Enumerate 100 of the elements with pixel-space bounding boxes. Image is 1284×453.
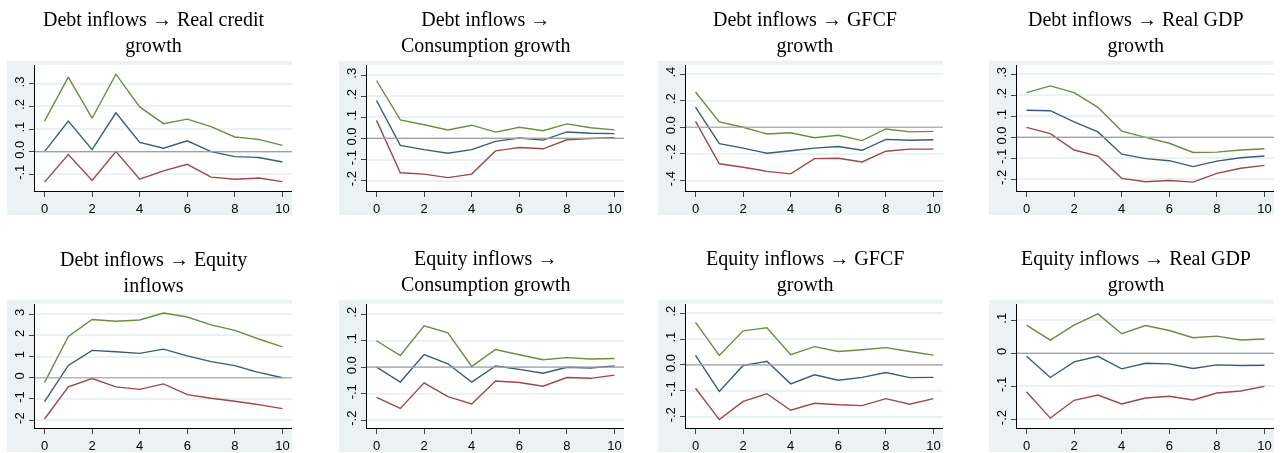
line-series bbox=[375, 353, 616, 383]
line-series bbox=[1025, 109, 1266, 168]
line-series bbox=[1025, 313, 1266, 341]
y-tick-label: .3 bbox=[993, 67, 1009, 78]
y-tick-label: -.2 bbox=[662, 407, 678, 423]
x-tick-label: 10 bbox=[275, 437, 290, 453]
x-tick-label: 8 bbox=[563, 200, 571, 216]
x-tick-label: 4 bbox=[136, 437, 144, 453]
y-tick-label: 0.0 bbox=[11, 140, 27, 159]
y-tick-label: .1 bbox=[993, 312, 1009, 324]
x-tick-label: 6 bbox=[1165, 200, 1173, 216]
y-tick-label: 0 bbox=[993, 347, 1009, 355]
x-tick-label: 6 bbox=[834, 200, 842, 216]
x-tick-label: 2 bbox=[1070, 437, 1078, 453]
x-tick-label: 6 bbox=[1165, 437, 1173, 453]
y-tick-label: .1 bbox=[662, 331, 678, 343]
y-tick-label: -.2 bbox=[662, 144, 678, 160]
y-tick-label: .2 bbox=[343, 306, 359, 318]
y-tick-label: -.1 bbox=[662, 381, 678, 397]
y-tick-label: -.1 bbox=[993, 148, 1009, 165]
y-tick-label: 1 bbox=[11, 351, 27, 359]
x-tick-label: 4 bbox=[787, 437, 795, 453]
x-tick-label: 2 bbox=[420, 437, 428, 453]
line-series bbox=[694, 106, 935, 154]
x-tick-label: 4 bbox=[468, 437, 476, 453]
x-tick-label: 8 bbox=[882, 437, 890, 453]
chart-title: Debt inflows → Real GDP growth bbox=[1028, 8, 1244, 57]
x-tick-label: 8 bbox=[1213, 200, 1221, 216]
line-series bbox=[375, 119, 616, 179]
x-tick-label: 4 bbox=[136, 200, 144, 216]
line-series bbox=[375, 99, 616, 154]
x-tick-label: 0 bbox=[691, 437, 700, 453]
y-tick-label: .1 bbox=[343, 110, 359, 121]
x-tick-label: 2 bbox=[1070, 200, 1078, 216]
x-tick-label: 8 bbox=[231, 437, 239, 453]
line-series bbox=[694, 387, 935, 421]
x-tick-label: 10 bbox=[607, 437, 622, 453]
x-tick-label: 10 bbox=[926, 437, 941, 453]
x-tick-label: 4 bbox=[787, 200, 795, 216]
y-tick-label: -.1 bbox=[11, 164, 27, 180]
y-tick-label: .2 bbox=[993, 88, 1009, 99]
chart-title: Equity inflows → Consumption growth bbox=[401, 247, 571, 296]
x-tick-label: 10 bbox=[607, 200, 622, 216]
y-tick-label: .4 bbox=[662, 66, 678, 78]
y-tick-label: .3 bbox=[11, 76, 27, 88]
y-tick-label: -.4 bbox=[662, 170, 678, 187]
y-tick-label: -.2 bbox=[343, 171, 359, 187]
y-tick-label: 0.0 bbox=[343, 127, 359, 146]
y-tick-label: -1 bbox=[11, 391, 27, 403]
y-tick-label: 2 bbox=[11, 329, 27, 338]
line-series bbox=[375, 374, 616, 410]
y-tick-label: -.2 bbox=[993, 169, 1009, 186]
y-tick-label: .3 bbox=[343, 67, 359, 79]
y-tick-label: .1 bbox=[993, 109, 1009, 120]
y-tick-label: .1 bbox=[343, 333, 359, 345]
x-tick-label: 0 bbox=[40, 437, 49, 453]
y-tick-label: .2 bbox=[662, 305, 678, 317]
y-tick-label: .1 bbox=[11, 121, 27, 133]
x-tick-label: 0 bbox=[1022, 200, 1031, 216]
x-tick-label: 6 bbox=[183, 437, 191, 453]
line-series bbox=[43, 377, 284, 420]
x-tick-label: 0 bbox=[40, 200, 49, 216]
chart-title: Debt inflows → Real credit growth bbox=[43, 8, 265, 57]
x-tick-label: 2 bbox=[420, 200, 428, 216]
x-tick-label: 4 bbox=[1118, 437, 1126, 453]
x-tick-label: 10 bbox=[275, 200, 290, 216]
line-series bbox=[694, 120, 935, 175]
line-series bbox=[1025, 385, 1266, 419]
y-tick-label: -.1 bbox=[343, 384, 359, 400]
x-tick-label: 4 bbox=[468, 200, 476, 216]
x-tick-label: 8 bbox=[882, 200, 890, 216]
x-tick-label: 6 bbox=[515, 200, 523, 216]
y-tick-label: 0.0 bbox=[662, 116, 678, 135]
x-tick-label: 6 bbox=[834, 437, 842, 453]
y-tick-label: -.1 bbox=[343, 150, 359, 166]
line-series bbox=[1025, 85, 1266, 154]
x-tick-label: 6 bbox=[183, 200, 191, 216]
x-tick-label: 2 bbox=[88, 200, 96, 216]
line-series bbox=[1025, 126, 1266, 183]
chart-title: Debt inflows → GFCF growth bbox=[713, 8, 897, 57]
line-series bbox=[375, 325, 616, 368]
line-series bbox=[43, 73, 284, 147]
x-tick-label: 2 bbox=[739, 200, 747, 216]
y-tick-label: .2 bbox=[343, 88, 359, 100]
y-tick-label: .2 bbox=[11, 99, 27, 110]
y-tick-label: 0.0 bbox=[993, 126, 1009, 145]
x-tick-label: 10 bbox=[1257, 437, 1272, 453]
y-tick-label: -.2 bbox=[343, 410, 359, 426]
chart-title: Debt inflows → Equity inflows bbox=[60, 248, 248, 296]
x-tick-label: 0 bbox=[372, 200, 381, 216]
y-tick-label: 0 bbox=[11, 372, 27, 380]
y-tick-label: -2 bbox=[11, 412, 27, 424]
line-series bbox=[694, 321, 935, 357]
x-tick-label: 6 bbox=[515, 437, 523, 453]
line-series bbox=[694, 91, 935, 142]
x-tick-label: 10 bbox=[1257, 200, 1272, 216]
line-series bbox=[694, 354, 935, 393]
x-tick-label: 2 bbox=[739, 437, 747, 453]
line-series bbox=[43, 312, 284, 384]
x-tick-label: 0 bbox=[691, 200, 700, 216]
